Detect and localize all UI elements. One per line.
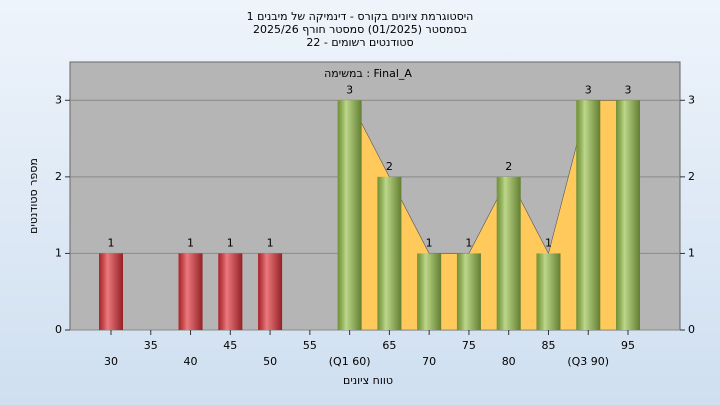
y-tick-label: 3 bbox=[55, 93, 62, 106]
x-tick-label: 65 bbox=[382, 339, 396, 352]
y-tick-label: 2 bbox=[55, 170, 62, 183]
value-label: 1 bbox=[465, 236, 472, 249]
value-label: 2 bbox=[505, 160, 512, 173]
annotation: במשימה : Final_A bbox=[324, 67, 412, 80]
value-label: 1 bbox=[187, 236, 194, 249]
bar-shade bbox=[456, 253, 481, 330]
x-tick-label: 30 bbox=[104, 355, 118, 368]
x-tick-label: 45 bbox=[223, 339, 237, 352]
chart-subtitle: בסמסטר (01/2025) סמסטר חורף 2025/26 bbox=[253, 23, 467, 36]
bar-shade bbox=[99, 253, 123, 330]
x-tick-label: (Q3 90) bbox=[567, 355, 609, 368]
x-tick-label: (Q1 60) bbox=[329, 355, 371, 368]
bar-shade bbox=[218, 253, 243, 330]
chart-subtitle: סטודנטים רשומים - 22 bbox=[306, 36, 413, 49]
bar-shade bbox=[496, 176, 521, 330]
bar-shade bbox=[337, 100, 362, 331]
bar-shade bbox=[417, 253, 442, 330]
value-label: 3 bbox=[585, 83, 592, 96]
y-axis-label: מספר סטודנטים bbox=[27, 158, 40, 234]
value-label: 3 bbox=[625, 83, 632, 96]
x-tick-label: 80 bbox=[502, 355, 516, 368]
y-tick-label: 1 bbox=[55, 246, 62, 259]
y2-tick-label: 0 bbox=[688, 323, 695, 336]
chart-title: היסטוגרמת ציונים בקורס - דינמיקה של מיבנ… bbox=[247, 10, 474, 23]
bar-shade bbox=[377, 176, 402, 330]
value-label: 1 bbox=[267, 236, 274, 249]
bar-shade bbox=[576, 100, 601, 331]
value-label: 1 bbox=[545, 236, 552, 249]
value-label: 1 bbox=[108, 236, 115, 249]
x-tick-label: 35 bbox=[144, 339, 158, 352]
x-tick-label: 85 bbox=[541, 339, 555, 352]
x-tick-label: 70 bbox=[422, 355, 436, 368]
x-tick-label: 50 bbox=[263, 355, 277, 368]
value-label: 3 bbox=[346, 83, 353, 96]
bar-shade bbox=[616, 100, 641, 331]
value-label: 2 bbox=[386, 160, 393, 173]
x-tick-label: 75 bbox=[462, 339, 476, 352]
y2-tick-label: 3 bbox=[688, 93, 695, 106]
y2-tick-label: 1 bbox=[688, 246, 695, 259]
x-tick-label: 40 bbox=[184, 355, 198, 368]
bar-shade bbox=[258, 253, 283, 330]
bar-shade bbox=[178, 253, 203, 330]
bar-shade bbox=[536, 253, 561, 330]
x-tick-label: 55 bbox=[303, 339, 317, 352]
y2-tick-label: 2 bbox=[688, 170, 695, 183]
value-label: 1 bbox=[227, 236, 234, 249]
y-tick-label: 0 bbox=[55, 323, 62, 336]
value-label: 1 bbox=[426, 236, 433, 249]
x-axis-label: טווח ציונים bbox=[343, 374, 393, 387]
x-tick-label: 95 bbox=[621, 339, 635, 352]
